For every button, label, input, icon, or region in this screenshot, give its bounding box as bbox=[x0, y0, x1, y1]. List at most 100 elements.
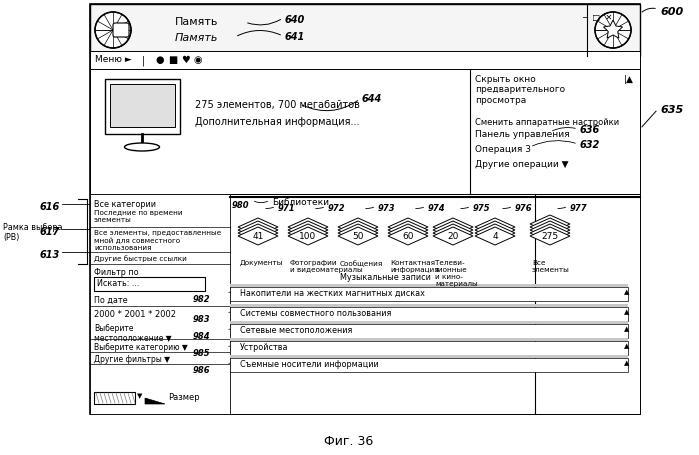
Polygon shape bbox=[288, 222, 328, 239]
Polygon shape bbox=[388, 224, 428, 243]
Polygon shape bbox=[338, 228, 378, 245]
Text: 600: 600 bbox=[660, 7, 683, 17]
Text: Дополнительная информация...: Дополнительная информация... bbox=[195, 117, 359, 127]
Text: Накопители на жестких магнитных дисках: Накопители на жестких магнитных дисках bbox=[240, 288, 425, 298]
Bar bbox=[90, 52, 640, 70]
Text: ●: ● bbox=[155, 55, 164, 65]
Bar bbox=[94, 278, 205, 291]
Polygon shape bbox=[530, 228, 570, 245]
Text: 617: 617 bbox=[40, 227, 60, 237]
FancyBboxPatch shape bbox=[113, 24, 129, 38]
Polygon shape bbox=[338, 218, 378, 237]
Text: Фотографии
и видеоматериалы: Фотографии и видеоматериалы bbox=[290, 259, 363, 273]
Text: ▲: ▲ bbox=[624, 325, 629, 331]
Bar bbox=[230, 338, 628, 341]
Text: Сообщения: Сообщения bbox=[340, 259, 383, 266]
Text: Размер: Размер bbox=[168, 392, 200, 401]
Text: 982: 982 bbox=[192, 294, 210, 303]
Polygon shape bbox=[475, 218, 515, 237]
Text: Фиг. 36: Фиг. 36 bbox=[324, 434, 374, 447]
Text: ▲: ▲ bbox=[624, 342, 629, 348]
Bar bbox=[110, 85, 175, 128]
Text: Устройства: Устройства bbox=[240, 342, 289, 351]
Text: ♥: ♥ bbox=[181, 55, 189, 65]
Text: 60: 60 bbox=[402, 232, 414, 241]
Text: 974: 974 bbox=[428, 203, 446, 212]
Text: 20: 20 bbox=[447, 232, 459, 241]
Text: 971: 971 bbox=[278, 203, 296, 212]
Bar bbox=[230, 321, 628, 324]
Bar bbox=[230, 355, 628, 358]
Polygon shape bbox=[530, 218, 570, 237]
Text: Все элементы, предоставленные
мной для совместного
использования: Все элементы, предоставленные мной для с… bbox=[94, 229, 222, 250]
Text: Все категории: Все категории bbox=[94, 200, 156, 208]
Polygon shape bbox=[288, 218, 328, 237]
Polygon shape bbox=[475, 222, 515, 239]
Text: Последние по времени
элементы: Последние по времени элементы bbox=[94, 210, 182, 222]
Polygon shape bbox=[338, 222, 378, 239]
Text: 985: 985 bbox=[192, 348, 210, 357]
Polygon shape bbox=[388, 228, 428, 245]
Text: Искать: ...: Искать: ... bbox=[97, 278, 139, 288]
Polygon shape bbox=[433, 222, 473, 239]
Text: Рамка выбора
(РВ): Рамка выбора (РВ) bbox=[3, 222, 62, 242]
Text: 973: 973 bbox=[378, 203, 396, 212]
Polygon shape bbox=[475, 224, 515, 243]
Text: ◉: ◉ bbox=[194, 55, 203, 65]
Bar bbox=[90, 5, 640, 414]
Polygon shape bbox=[530, 216, 570, 233]
Polygon shape bbox=[238, 228, 278, 245]
Text: Фильтр по: Фильтр по bbox=[94, 268, 138, 276]
Text: 636: 636 bbox=[580, 125, 600, 135]
Text: 984: 984 bbox=[192, 331, 210, 340]
Text: Память: Память bbox=[175, 33, 218, 43]
Text: ─  □  ✕: ─ □ ✕ bbox=[582, 13, 612, 22]
Polygon shape bbox=[433, 224, 473, 243]
Polygon shape bbox=[338, 224, 378, 243]
Text: 975: 975 bbox=[473, 203, 491, 212]
Polygon shape bbox=[145, 398, 165, 404]
Text: Другие фильтры ▼: Другие фильтры ▼ bbox=[94, 354, 170, 363]
Text: 100: 100 bbox=[299, 232, 317, 241]
Text: 275 элементов, 700 мегабайтов: 275 элементов, 700 мегабайтов bbox=[195, 100, 360, 110]
Polygon shape bbox=[238, 224, 278, 243]
Circle shape bbox=[95, 13, 131, 49]
Text: 972: 972 bbox=[328, 203, 345, 212]
Bar bbox=[105, 80, 180, 135]
Text: 41: 41 bbox=[252, 232, 264, 241]
Polygon shape bbox=[388, 222, 428, 239]
Text: |: | bbox=[142, 55, 145, 66]
Polygon shape bbox=[238, 218, 278, 237]
Text: 616: 616 bbox=[40, 202, 60, 212]
Text: Все
элементы: Все элементы bbox=[532, 259, 570, 273]
Bar bbox=[90, 195, 640, 414]
Polygon shape bbox=[603, 21, 623, 39]
Polygon shape bbox=[475, 228, 515, 245]
Text: ■: ■ bbox=[168, 55, 178, 65]
Text: Меню ►: Меню ► bbox=[95, 55, 131, 64]
Text: 635: 635 bbox=[660, 105, 683, 115]
Bar bbox=[230, 341, 628, 355]
Text: 977: 977 bbox=[570, 203, 588, 212]
Text: Телеви-
зионные
и кино-
материалы: Телеви- зионные и кино- материалы bbox=[435, 259, 477, 286]
Text: 983: 983 bbox=[192, 314, 210, 324]
Bar bbox=[90, 5, 640, 57]
Text: 976: 976 bbox=[515, 203, 533, 212]
Bar bbox=[90, 70, 640, 195]
Polygon shape bbox=[288, 228, 328, 245]
Bar bbox=[94, 392, 135, 404]
Text: |▲: |▲ bbox=[624, 75, 634, 84]
Bar bbox=[230, 358, 628, 372]
Bar bbox=[90, 195, 230, 414]
Text: Съемные носители информации: Съемные носители информации bbox=[240, 359, 379, 368]
Bar bbox=[230, 307, 628, 321]
Bar bbox=[230, 304, 628, 307]
Bar bbox=[230, 324, 628, 338]
Text: Сетевые местоположения: Сетевые местоположения bbox=[240, 325, 352, 334]
Text: 644: 644 bbox=[362, 94, 382, 104]
Polygon shape bbox=[530, 222, 570, 239]
Text: ▼: ▼ bbox=[137, 392, 143, 398]
Text: По дате: По дате bbox=[94, 295, 128, 304]
Text: 632: 632 bbox=[580, 140, 600, 150]
Text: Другие быстрые ссылки: Другие быстрые ссылки bbox=[94, 254, 187, 261]
